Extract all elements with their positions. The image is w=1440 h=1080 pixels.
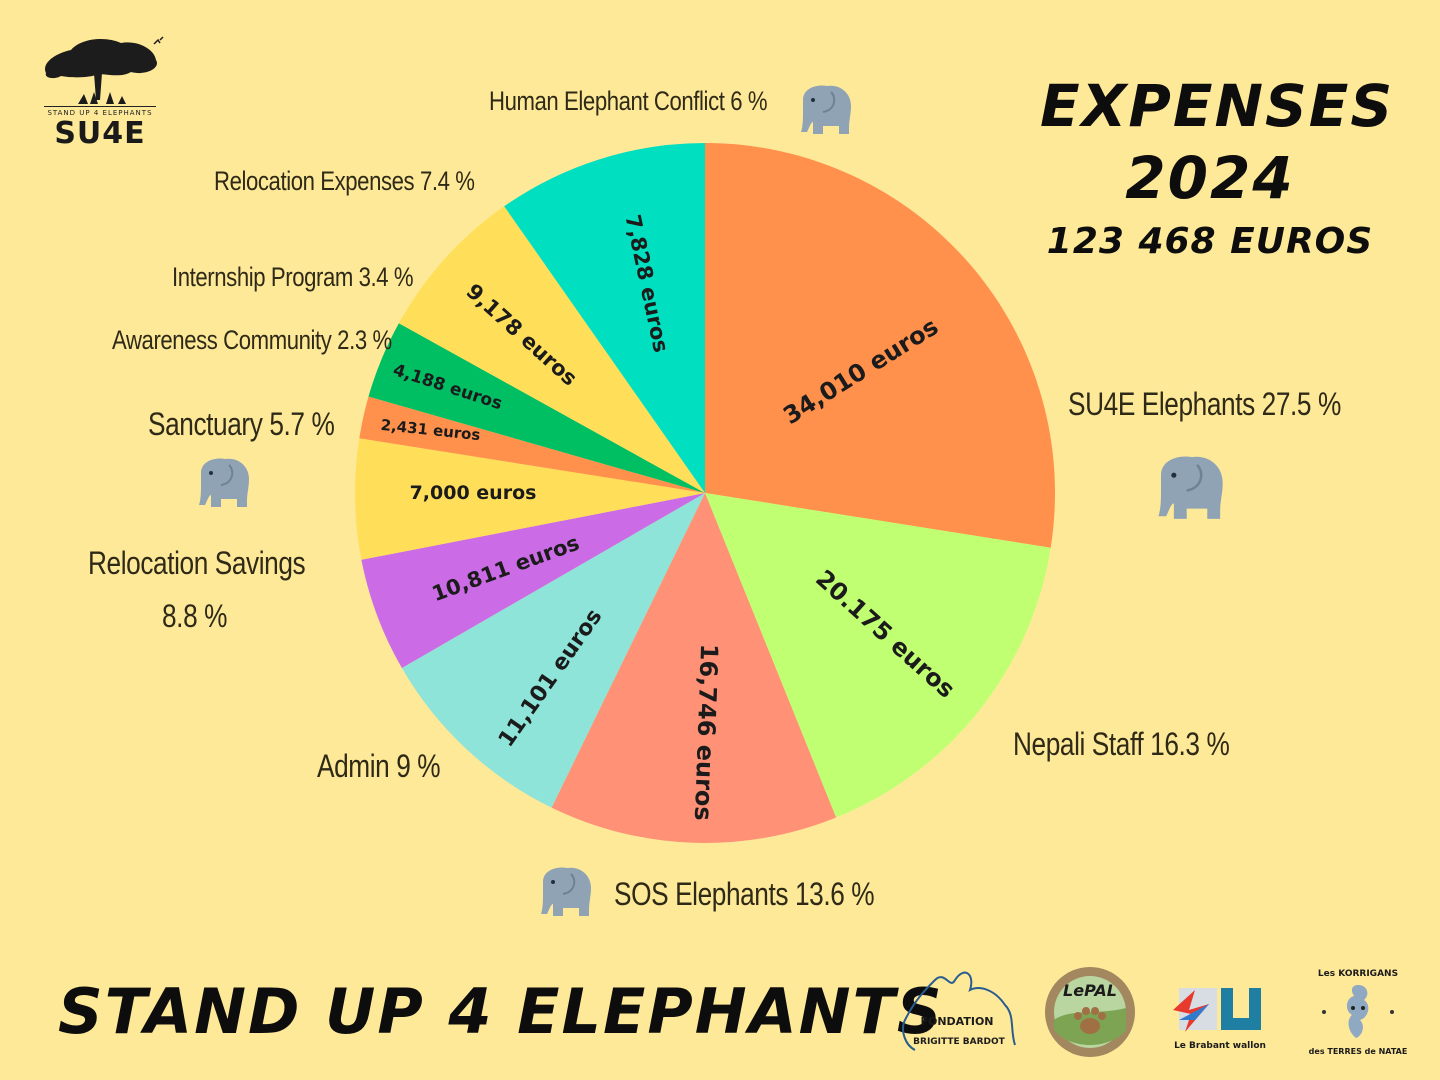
elephant-icon [801, 85, 851, 134]
label-relocation-savings: Relocation Savings [88, 545, 306, 581]
title-expenses: EXPENSES [1040, 72, 1395, 140]
pie-slices [354, 142, 1056, 843]
slice-nepali-staff[interactable] [705, 493, 1051, 818]
sponsor-logo-korrigans: Les KORRIGANS des TERRES de NATAE [1308, 960, 1408, 1060]
slice-relocation-savings[interactable] [361, 493, 705, 668]
value-sanctuary: 7,000 euros [410, 482, 537, 504]
value-sos: 16,746 euros [689, 643, 723, 821]
slice-human-elephant-conflict[interactable] [504, 142, 705, 493]
le-pal-logo-icon: LePAL [1045, 967, 1135, 1057]
title-year: 2024 [1125, 144, 1295, 212]
sponsor-logo-brigitte-bardot: FONDATION BRIGITTE BARDOT [895, 960, 1025, 1060]
label-sanctuary: Sanctuary 5.7 % [148, 406, 335, 442]
label-su4e-elephants: SU4E Elephants 27.5 % [1068, 386, 1341, 422]
label-internship-program: Internship Program 3.4 % [172, 262, 414, 292]
slice-admin[interactable] [401, 493, 705, 808]
su4e-logo: STAND UP 4 ELEPHANTS SU4E [36, 28, 166, 151]
label-awareness-community: Awareness Community 2.3 % [112, 325, 392, 355]
logo-name: SU4E [54, 116, 146, 151]
elephant-icon [1158, 456, 1223, 519]
elephant-icon [199, 458, 249, 507]
label-admin: Admin 9 % [317, 748, 441, 784]
sponsor-logo-brabant-wallon: Le Brabant wallon [1165, 960, 1275, 1060]
total-amount: 123 468 EUROS [1046, 221, 1374, 262]
sponsor-line2: BRIGITTE BARDOT [913, 1037, 1006, 1047]
footer-title: STAND UP 4 ELEPHANTS [58, 975, 944, 1048]
slice-relocation-expenses[interactable] [398, 206, 705, 494]
sponsor-line2: Le Brabant wallon [1174, 1041, 1266, 1051]
sponsor-line1: Les KORRIGANS [1318, 969, 1398, 979]
elephant-icon [541, 867, 591, 916]
label-human-elephant-conflict: Human Elephant Conflict 6 % [489, 86, 768, 116]
logo-tagline: STAND UP 4 ELEPHANTS [44, 106, 156, 117]
label-nepali-staff: Nepali Staff 16.3 % [1013, 726, 1230, 762]
sponsor-line1: LePAL [1063, 981, 1117, 1000]
page-title: EXPENSES 2024 123 468 EUROS [1040, 70, 1395, 270]
label-relocation-expenses: Relocation Expenses 7.4 % [214, 166, 475, 196]
acacia-tree-icon [45, 36, 164, 104]
sponsor-line1: FONDATION [920, 1015, 993, 1028]
brabant-wallon-logo-icon: Le Brabant wallon [1173, 988, 1266, 1051]
slice-internship-program[interactable] [368, 323, 706, 493]
slice-sos-elephants[interactable] [551, 493, 837, 843]
sponsor-line2: des TERRES de NATAE [1309, 1047, 1408, 1056]
label-sos-elephants: SOS Elephants 13.6 % [614, 876, 875, 912]
brigitte-bardot-logo-icon: FONDATION BRIGITTE BARDOT [902, 971, 1016, 1051]
slice-awareness-community[interactable] [359, 396, 705, 494]
slice-su4e-elephants[interactable] [705, 143, 1056, 548]
korrigans-logo-icon: Les KORRIGANS des TERRES de NATAE [1309, 969, 1408, 1056]
label-relocation-savings-pct: 8.8 % [162, 598, 228, 634]
slice-sanctuary[interactable] [354, 438, 705, 560]
sponsor-logo-le-pal: LePAL [1040, 960, 1140, 1060]
